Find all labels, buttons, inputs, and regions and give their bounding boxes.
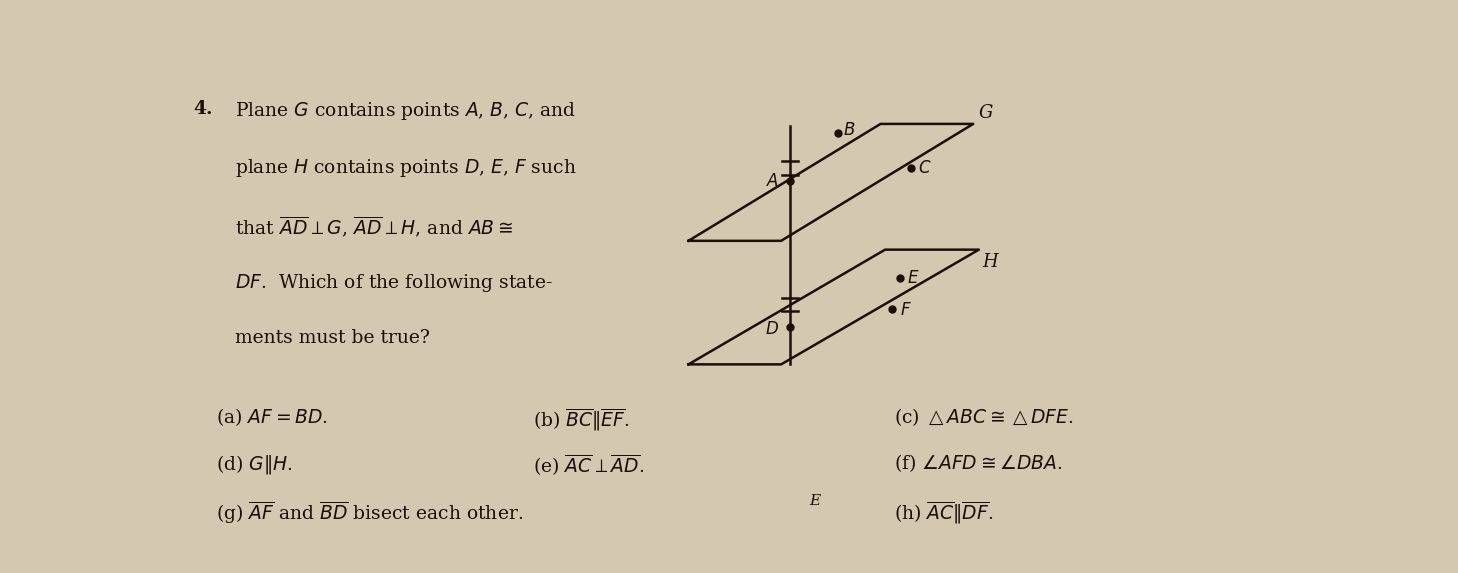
Text: (f) $\angle AFD\cong\angle DBA$.: (f) $\angle AFD\cong\angle DBA$. — [894, 453, 1063, 474]
Text: $DF$.  Which of the following state-: $DF$. Which of the following state- — [235, 272, 554, 294]
Text: $F$: $F$ — [900, 301, 911, 319]
Text: Plane $G$ contains points $A$, $B$, $C$, and: Plane $G$ contains points $A$, $B$, $C$,… — [235, 100, 577, 121]
Text: $E$: $E$ — [907, 270, 920, 287]
Text: (c) $\triangle ABC\cong\triangle DFE$.: (c) $\triangle ABC\cong\triangle DFE$. — [894, 406, 1073, 428]
Text: (d) $G \| H$.: (d) $G \| H$. — [216, 453, 293, 476]
Text: H: H — [983, 253, 999, 271]
Text: (g) $\overline{AF}$ and $\overline{BD}$ bisect each other.: (g) $\overline{AF}$ and $\overline{BD}$ … — [216, 499, 523, 525]
Text: that $\overline{AD}\perp G$, $\overline{AD}\perp H$, and $AB\cong$: that $\overline{AD}\perp G$, $\overline{… — [235, 214, 513, 240]
Text: (h) $\overline{AC}\|\overline{DF}$.: (h) $\overline{AC}\|\overline{DF}$. — [894, 499, 993, 525]
Text: $C$: $C$ — [919, 159, 932, 176]
Text: (e) $\overline{AC}\perp\overline{AD}$.: (e) $\overline{AC}\perp\overline{AD}$. — [532, 453, 644, 478]
Text: 4.: 4. — [194, 100, 213, 117]
Text: G: G — [978, 104, 993, 121]
Text: (b) $\overline{BC}\|\overline{EF}$.: (b) $\overline{BC}\|\overline{EF}$. — [532, 406, 630, 433]
Text: $D$: $D$ — [765, 320, 779, 337]
Text: $B$: $B$ — [843, 122, 854, 139]
Text: (a) $AF = BD$.: (a) $AF = BD$. — [216, 406, 328, 428]
Text: $A$: $A$ — [765, 173, 779, 190]
Text: ments must be true?: ments must be true? — [235, 329, 430, 347]
Text: plane $H$ contains points $D$, $E$, $F$ such: plane $H$ contains points $D$, $E$, $F$ … — [235, 157, 577, 179]
Text: E: E — [809, 494, 821, 508]
